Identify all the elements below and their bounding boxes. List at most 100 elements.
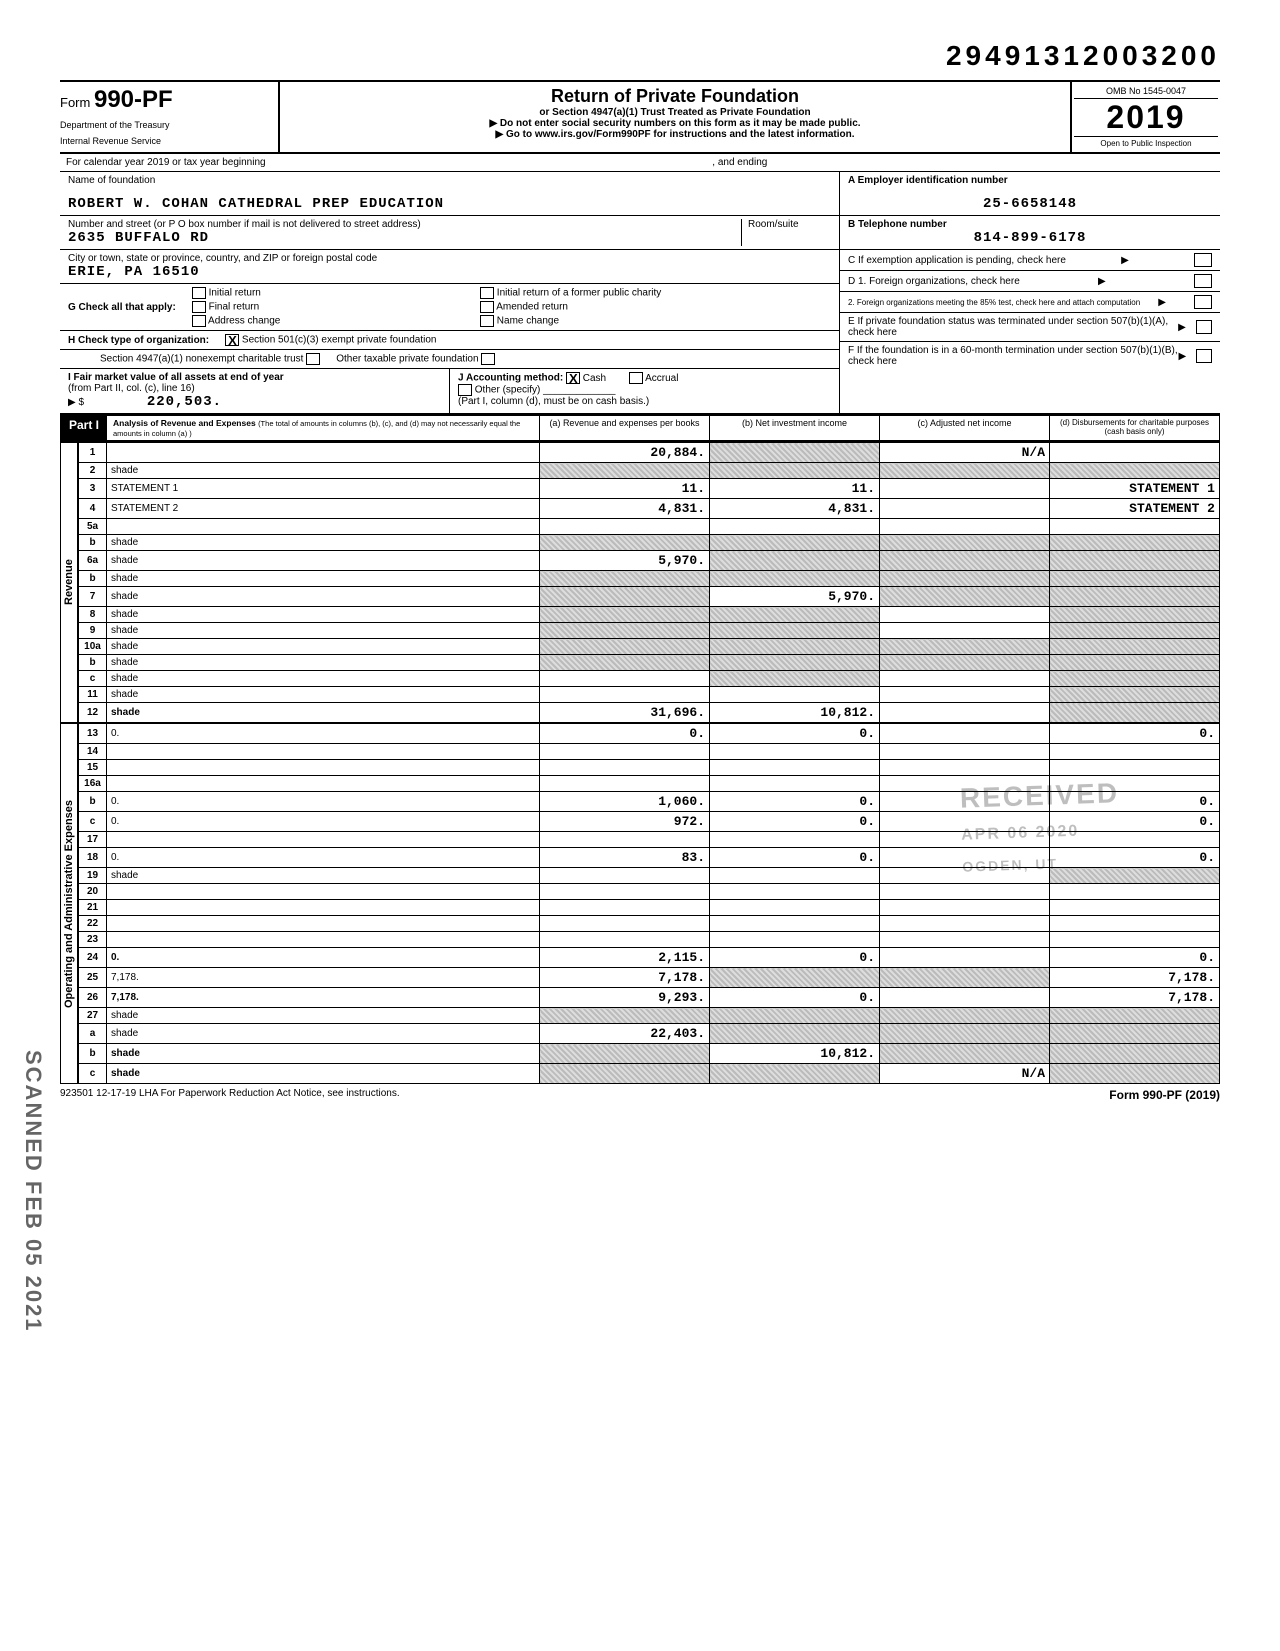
cell-col-a [540, 744, 710, 760]
part1-header: Part I Analysis of Revenue and Expenses … [60, 415, 1220, 442]
table-row: 267,178.9,293.0.7,178. [79, 988, 1220, 1008]
phone-cell: B Telephone number 814-899-6178 [840, 216, 1220, 250]
i-label: I Fair market value of all assets at end… [68, 372, 284, 383]
table-row: 15 [79, 760, 1220, 776]
open-inspection: Open to Public Inspection [1074, 136, 1218, 150]
cell-col-c [880, 607, 1050, 623]
g-opt-initial[interactable]: Initial return [192, 287, 450, 299]
cell-col-d [1050, 463, 1220, 479]
cell-col-c [880, 499, 1050, 519]
table-row: cshadeN/A [79, 1064, 1220, 1084]
cell-col-a [540, 671, 710, 687]
cell-col-d [1050, 551, 1220, 571]
cell-col-c [880, 571, 1050, 587]
table-row: 7shade5,970. [79, 587, 1220, 607]
j-accrual[interactable]: Accrual [629, 373, 679, 384]
g-opt-5-label: Name change [497, 316, 559, 327]
cell-col-b [710, 916, 880, 932]
line-number: 6a [79, 551, 107, 571]
h-opt-other[interactable]: Other taxable private foundation [336, 353, 495, 365]
line-number: 27 [79, 1008, 107, 1024]
line-desc [107, 744, 540, 760]
g-opt-name[interactable]: Name change [480, 315, 831, 327]
table-row: 8shade [79, 607, 1220, 623]
table-row: bshade [79, 571, 1220, 587]
c-checkbox[interactable] [1194, 253, 1212, 267]
year-box: OMB No 1545-0047 2019 Open to Public Ins… [1070, 82, 1220, 152]
form-subtitle-3: Go to www.irs.gov/Form990PF for instruct… [290, 129, 1060, 140]
dept-line-2: Internal Revenue Service [60, 136, 268, 146]
cell-col-d [1050, 623, 1220, 639]
cell-col-a: 7,178. [540, 968, 710, 988]
g-opt-address[interactable]: Address change [192, 315, 450, 327]
line-desc: shade [107, 1064, 540, 1084]
g-opt-final[interactable]: Final return [192, 301, 450, 313]
page-footer: 923501 12-17-19 LHA For Paperwork Reduct… [60, 1084, 1220, 1106]
g-opt-0-label: Initial return [209, 288, 261, 299]
line-desc [107, 760, 540, 776]
street-value: 2635 BUFFALO RD [68, 230, 741, 246]
i-arrow: ▶ $ [68, 397, 84, 408]
g-opt-amended[interactable]: Amended return [480, 301, 831, 313]
cell-col-c [880, 868, 1050, 884]
cell-col-a: 31,696. [540, 703, 710, 723]
table-row: cshade [79, 671, 1220, 687]
line-desc: shade [107, 1008, 540, 1024]
cell-col-c [880, 916, 1050, 932]
table-row: 10ashade [79, 639, 1220, 655]
f-checkbox[interactable] [1196, 349, 1212, 363]
foundation-name-label: Name of foundation [68, 175, 831, 186]
h-opt-2-label: Section 4947(a)(1) nonexempt charitable … [100, 354, 303, 365]
h-opt-501c3[interactable]: Section 501(c)(3) exempt private foundat… [225, 334, 436, 346]
line-number: 11 [79, 687, 107, 703]
scanned-stamp: SCANNED FEB 05 2021 [20, 1050, 46, 1333]
dept-line-1: Department of the Treasury [60, 120, 268, 130]
e-checkbox[interactable] [1196, 320, 1212, 334]
ein-value: 25-6658148 [848, 196, 1212, 212]
cell-col-a: 11. [540, 479, 710, 499]
form-label-box: Form 990-PF Department of the Treasury I… [60, 82, 280, 152]
line-number: b [79, 535, 107, 551]
cell-col-b: 0. [710, 848, 880, 868]
cell-col-a: 2,115. [540, 948, 710, 968]
cell-col-a: 5,970. [540, 551, 710, 571]
cell-col-c: N/A [880, 443, 1050, 463]
cell-col-c [880, 655, 1050, 671]
cell-col-c [880, 703, 1050, 723]
f-cell: F If the foundation is in a 60-month ter… [840, 342, 1220, 370]
table-row: 20 [79, 884, 1220, 900]
h-opt-4947[interactable]: Section 4947(a)(1) nonexempt charitable … [100, 353, 320, 365]
form-title-box: Return of Private Foundation or Section … [280, 82, 1070, 152]
cell-col-a [540, 900, 710, 916]
cell-col-b [710, 884, 880, 900]
f-arrow-icon [1178, 351, 1190, 362]
table-row: c0.972.0.0. [79, 812, 1220, 832]
cell-col-d [1050, 744, 1220, 760]
j-other[interactable]: Other (specify) _____________ [458, 384, 831, 396]
j-cash[interactable]: Cash [566, 373, 606, 384]
table-row: 130.0.0.0. [79, 724, 1220, 744]
cell-col-a: 0. [540, 724, 710, 744]
table-row: 5a [79, 519, 1220, 535]
cell-col-b: 0. [710, 724, 880, 744]
cell-col-b: 0. [710, 812, 880, 832]
cell-col-d: STATEMENT 1 [1050, 479, 1220, 499]
cell-col-d [1050, 587, 1220, 607]
line-desc: shade [107, 551, 540, 571]
cell-col-a [540, 1008, 710, 1024]
cell-col-d [1050, 1064, 1220, 1084]
line-number: 12 [79, 703, 107, 723]
cell-col-a [540, 868, 710, 884]
d2-checkbox[interactable] [1194, 295, 1212, 309]
cell-col-a [540, 760, 710, 776]
cell-col-a: 22,403. [540, 1024, 710, 1044]
cell-col-c [880, 884, 1050, 900]
line-desc [107, 916, 540, 932]
table-row: 19shade [79, 868, 1220, 884]
line-desc: shade [107, 687, 540, 703]
g-opt-initial-former[interactable]: Initial return of a former public charit… [480, 287, 831, 299]
cell-col-c [880, 639, 1050, 655]
table-row: 6ashade5,970. [79, 551, 1220, 571]
form-subtitle-2: Do not enter social security numbers on … [290, 118, 1060, 129]
d1-checkbox[interactable] [1194, 274, 1212, 288]
